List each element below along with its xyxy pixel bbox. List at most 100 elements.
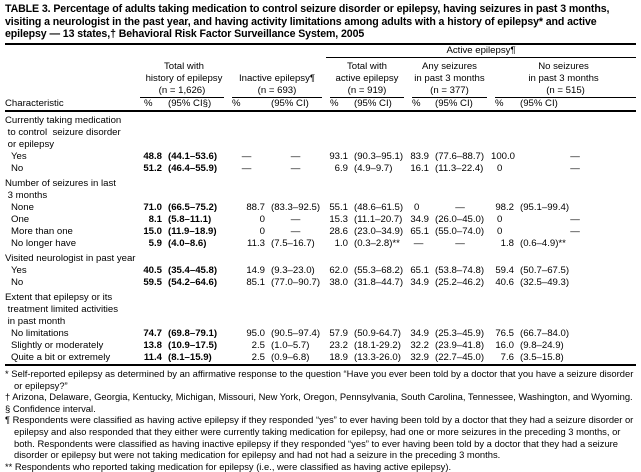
ci-value: (50.9-64.7) <box>354 328 401 339</box>
percent-value: 23.2 <box>329 340 348 351</box>
percent-value: 28.6 <box>329 226 348 237</box>
row-label: Yes <box>11 151 27 162</box>
divider <box>5 42 636 45</box>
ci-value: (90.3–95.1) <box>354 151 404 162</box>
section-label: Currently taking medication <box>5 115 122 126</box>
section-label: or epilepsy <box>5 139 55 150</box>
ci-value: (0.3–2.8)** <box>354 238 400 249</box>
ci-value: (0.9–6.8) <box>271 352 310 363</box>
percent-value: 34.9 <box>410 328 429 339</box>
table-row: More than one 15.0 (11.9–18.9) 0 — 28.6 (23.0–… <box>5 226 636 238</box>
percent-value: 0 <box>497 226 503 237</box>
ci-value: (18.1-29.2) <box>354 340 401 351</box>
table-row: Quite a bit or extremely 11.4 (8.1–15.9) 2.… <box>5 352 636 364</box>
ci-value: (8.1–15.9) <box>168 352 212 363</box>
ci-value: (44.1–53.6) <box>168 151 218 162</box>
ci-value: (9.3–23.0) <box>271 265 315 276</box>
ci-value: (50.7–67.5) <box>520 265 570 276</box>
percent-value: 32.2 <box>410 340 429 351</box>
row-label: Yes <box>11 265 27 276</box>
footnote: § Confidence interval. <box>5 402 96 414</box>
row-label: No longer have <box>11 238 77 249</box>
column-header-n: (n = 693) <box>228 85 330 98</box>
percent-value: 57.9 <box>329 328 348 339</box>
ci-value: (11.1–20.7) <box>354 214 403 225</box>
column-header-line2: history of epilepsy <box>145 73 223 84</box>
ci-value: (1.0–5.7) <box>271 340 310 351</box>
column-header-line1: No seizures <box>538 61 589 72</box>
column-header-n: (n = 515) <box>491 85 637 98</box>
pct-header: % <box>408 97 429 112</box>
percent-value: 11.4 <box>143 352 162 363</box>
percent-value: 98.2 <box>495 202 514 213</box>
section-header-row: to control seizure disorder <box>5 127 636 139</box>
section-header-row: or epilepsy <box>5 139 636 151</box>
header-row: history of epilepsy Inactive epilepsy¶ act… <box>5 73 636 85</box>
percent-value: 11.3 <box>247 238 265 249</box>
column-header-line1 <box>228 57 326 73</box>
percent-value: 55.1 <box>329 202 348 213</box>
percent-value: 32.9 <box>410 352 429 363</box>
ci-value: (66.5–75.2) <box>168 202 218 213</box>
percent-value: 71.0 <box>143 202 162 213</box>
ci-value: (32.5–49.3) <box>520 277 570 288</box>
ci-value: (46.4–55.9) <box>168 163 218 174</box>
ci-value: (77.6–88.7) <box>435 151 485 162</box>
table-title: TABLE 3. Percentage of adults taking med… <box>5 3 610 40</box>
percent-value: 62.0 <box>329 265 348 276</box>
pct-header: % <box>326 97 348 112</box>
percent-value: 76.5 <box>495 328 514 339</box>
row-label: No limitations <box>11 328 69 339</box>
ci-value: — <box>455 202 465 213</box>
percent-value: — <box>413 238 424 249</box>
column-header-line1: Total with <box>347 61 387 72</box>
percent-value: 93.1 <box>329 151 348 162</box>
percent-value: 16.0 <box>495 340 514 351</box>
section-header-row: Currently taking medication <box>5 111 636 127</box>
percent-value: 95.0 <box>246 328 265 339</box>
percent-value: 8.1 <box>148 214 162 225</box>
percent-value: 0 <box>259 214 265 225</box>
percent-value: 1.0 <box>334 238 348 249</box>
section-header-row: treatment limited activities <box>5 304 636 316</box>
footnote: ¶ Respondents were classified as having … <box>5 414 634 461</box>
percent-value: 48.8 <box>143 151 162 162</box>
table-row: Yes 48.8 (44.1–53.6) — — 93.1 (90.3–95.1) 83.9 (… <box>5 151 636 163</box>
ci-value: (69.8–79.1) <box>168 328 218 339</box>
table-row: No 59.5 (54.2–64.6) 85.1 (77.0–90.7) 38.0 (31.… <box>5 277 636 289</box>
ci-value: (11.9–18.9) <box>168 226 217 237</box>
ci-value: (55.0–74.0) <box>435 226 485 237</box>
percent-value: 100.0 <box>491 151 516 162</box>
row-label: No <box>11 277 24 288</box>
section-label: treatment limited activities <box>5 304 119 315</box>
ci-value: (23.9–41.8) <box>435 340 485 351</box>
percent-value: 18.9 <box>329 352 348 363</box>
percent-value: 6.9 <box>334 163 348 174</box>
characteristic-header: Characteristic <box>5 97 140 112</box>
table-row: Slightly or moderately 13.8 (10.9–17.5) 2.5… <box>5 340 636 352</box>
table-row: One 8.1 (5.8–11.1) 0 — 15.3 (11.1–20.7) 34.9 (26… <box>5 214 636 226</box>
percent-value: 2.5 <box>251 352 265 363</box>
spacer <box>5 85 140 98</box>
percent-value: 65.1 <box>410 265 429 276</box>
ci-value: (77.0–90.7) <box>271 277 321 288</box>
percent-value: 59.4 <box>495 265 514 276</box>
section-label: 3 months <box>5 190 48 201</box>
header-row: Total with Total with Any seizures No seizu… <box>5 57 636 73</box>
header-group-row: Active epilepsy¶ <box>5 44 637 58</box>
row-label: No <box>11 163 24 174</box>
ci-value: (26.0–45.0) <box>435 214 485 225</box>
ci-value: (54.2–64.6) <box>168 277 218 288</box>
percent-value: 65.1 <box>410 226 429 237</box>
section-label: Visited neurologist in past year <box>5 253 136 264</box>
footnote: ** Respondents who reported taking medic… <box>5 460 452 472</box>
pct-header: % <box>228 97 265 112</box>
ci-value: (5.8–11.1) <box>168 214 212 225</box>
ci-value: — <box>570 151 580 162</box>
percent-value: 85.1 <box>246 277 265 288</box>
percent-value: 0 <box>414 202 420 213</box>
table-row: No 51.2 (46.4–55.9) — — 6.9 (4.9–9.7) 16.1 (11.3… <box>5 163 636 175</box>
column-header-line2: active epilepsy <box>335 73 399 84</box>
pct-header: % <box>491 97 514 112</box>
ci-value: (31.8–44.7) <box>354 277 404 288</box>
